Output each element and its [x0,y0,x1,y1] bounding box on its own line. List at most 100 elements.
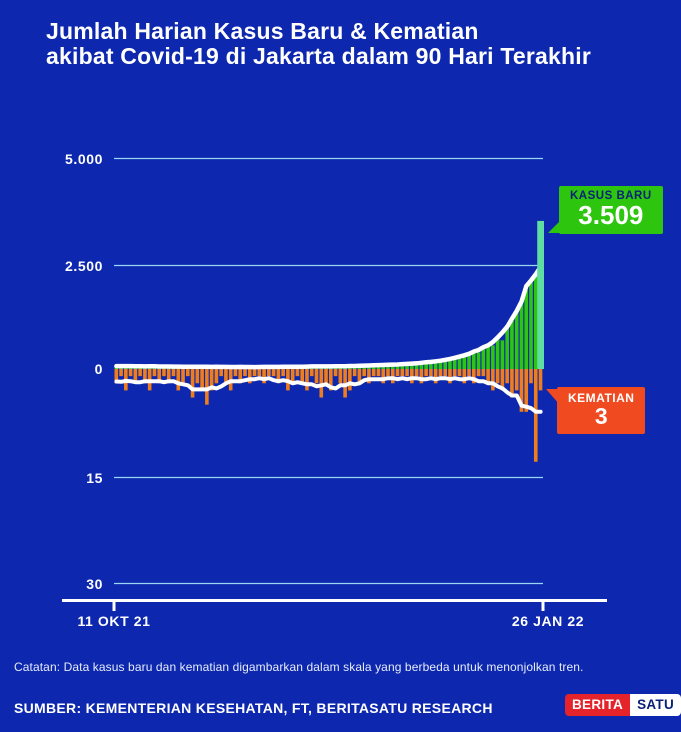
death-bar [176,369,181,391]
case-bar [510,320,514,369]
footnote: Catatan: Data kasus baru dan kematian di… [14,660,584,674]
y-label-30: 30 [86,576,103,592]
logo-satu: SATU [630,694,681,716]
death-bar [133,369,138,384]
source-line: SUMBER: KEMENTERIAN KESEHATAN, FT, BERIT… [14,700,493,716]
death-bar [452,369,457,377]
case-bar [467,353,471,369]
death-bar [367,369,371,384]
death-bar [195,369,200,384]
kematian-callout: KEMATIAN 3 [546,387,646,434]
death-bar [371,369,376,377]
death-bar [200,369,204,391]
death-bar [395,369,400,377]
deaths-trend-line [114,376,543,414]
death-bars [114,369,543,462]
death-bar [319,369,324,398]
death-bar [500,369,505,391]
death-bar [305,369,309,391]
case-bar [491,345,495,369]
case-bar [495,337,500,369]
x-label-end: 26 JAN 22 [512,613,584,629]
death-bar [257,369,262,377]
death-bar [329,369,333,391]
death-bar [390,369,395,384]
death-bar [190,369,195,398]
case-bar [400,363,405,369]
death-bar [376,369,381,377]
death-bar [491,369,495,391]
death-bar [143,369,147,384]
death-bar [300,369,304,384]
case-bar [448,358,452,369]
case-bar [533,274,538,369]
death-bar [271,369,276,377]
cases-trend-line [114,264,543,370]
death-bar [386,369,390,377]
case-bar [429,362,433,369]
death-bar [333,369,338,377]
death-bar [214,369,219,384]
y-label-5000: 5.000 [65,151,103,167]
death-bar [238,369,243,384]
death-bar [262,369,266,384]
y-label-15: 15 [86,470,103,486]
death-bar [481,369,486,377]
case-bar [424,361,428,369]
death-bar [128,369,133,377]
death-bar [309,369,314,377]
case-bar-highlight [537,220,544,369]
death-bar [457,369,462,377]
case-bars [114,274,538,369]
beritasatu-logo: BERITA SATU [565,694,681,716]
death-bar [533,369,538,462]
death-bar [414,369,419,377]
case-bar [419,363,424,369]
x-label-start: 11 OKT 21 [77,613,150,629]
death-bar [524,369,529,412]
death-bar [224,369,228,384]
case-bar [443,361,447,369]
case-bar [438,359,443,369]
death-bar [166,369,171,384]
death-bar [357,369,362,384]
death-bar [252,369,257,377]
death-bar [443,369,447,377]
death-bar [529,369,533,384]
kematian-value: 3 [594,403,608,429]
death-bar [448,369,452,384]
death-bar [510,369,514,398]
x-axis [62,599,607,611]
death-bar [290,369,295,384]
kematian-label: KEMATIAN [568,391,635,405]
y-label-0: 0 [95,361,103,377]
kasus-baru-callout: KASUS BARU 3.509 [548,186,663,234]
death-bar [243,369,247,377]
death-bar [247,369,252,384]
death-bar [486,369,490,384]
death-bar [467,369,471,377]
case-bar [481,347,486,369]
case-bar [486,343,490,369]
death-bar [514,369,519,391]
death-bar [157,369,161,384]
x-axis-labels: 11 OKT 21 26 JAN 22 [77,613,584,629]
case-bar [405,364,409,369]
case-bar [500,340,505,369]
death-bar [462,369,467,384]
death-bar [338,369,343,384]
case-bar [529,282,533,369]
case-bar [505,327,509,369]
death-bar [171,369,176,377]
case-bar [414,362,419,369]
death-bar [405,369,409,377]
death-bar [114,369,119,384]
death-bar [476,369,481,377]
death-bar [429,369,433,377]
case-bar [410,363,414,369]
death-bar [495,369,500,384]
death-bar [233,369,238,377]
case-bar [476,352,481,369]
death-bar [209,369,214,391]
